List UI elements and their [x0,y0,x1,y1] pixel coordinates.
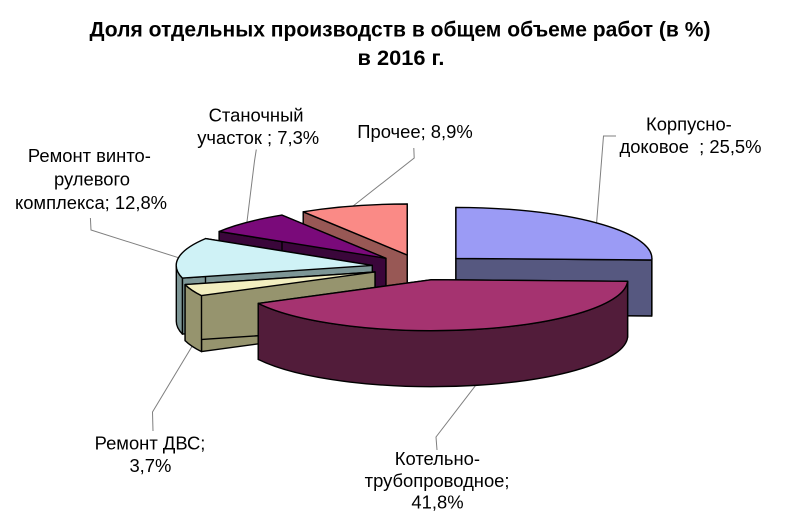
svg-text:Котельно-: Котельно- [395,448,480,469]
svg-text:комплекса; 12,8%: комплекса; 12,8% [15,192,167,213]
svg-text:Прочее; 8,9%: Прочее; 8,9% [357,121,472,142]
svg-text:Доля отдельных производств в о: Доля отдельных производств в общем объем… [90,18,711,42]
svg-text:Станочный: Станочный [209,105,304,126]
svg-text:Корпусно-: Корпусно- [646,114,732,135]
svg-text:трубопроводное;: трубопроводное; [365,470,510,491]
svg-text:доковое ; 25,5%: доковое ; 25,5% [619,136,761,157]
svg-text:рулевого: рулевого [54,168,130,189]
svg-text:3,7%: 3,7% [129,455,171,476]
svg-text:Ремонт винто-: Ремонт винто- [28,145,151,166]
svg-text:в 2016 г.: в 2016 г. [358,46,445,70]
svg-text:41,8%: 41,8% [411,492,463,513]
svg-text:участок ; 7,3%: участок ; 7,3% [197,127,319,148]
svg-text:Ремонт ДВС;: Ремонт ДВС; [95,433,206,454]
